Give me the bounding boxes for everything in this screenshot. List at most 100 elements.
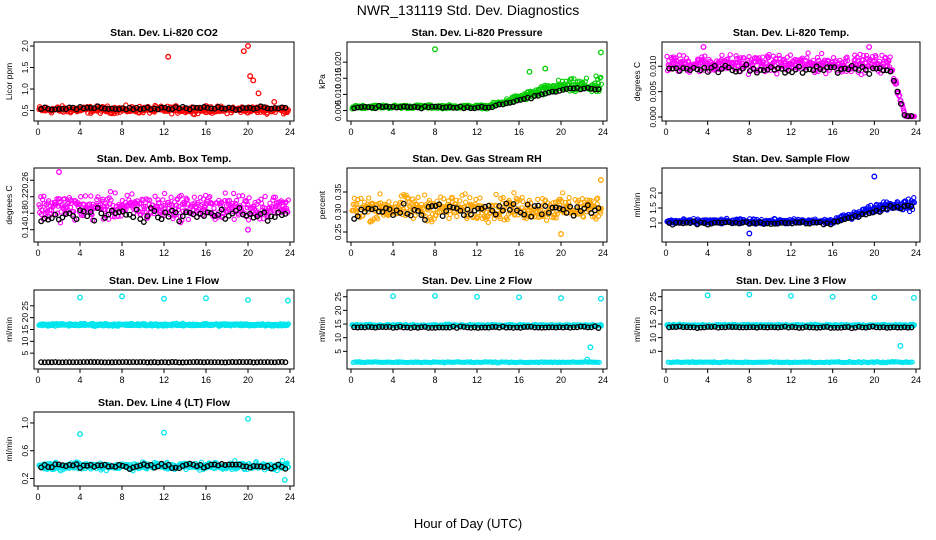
- data-point: [514, 324, 520, 331]
- data-point: [168, 194, 174, 200]
- data-point: [820, 324, 827, 331]
- data-point: [208, 105, 215, 112]
- data-point: [768, 324, 774, 331]
- data-point: [848, 62, 855, 69]
- data-points: [349, 46, 605, 112]
- data-point: [411, 103, 418, 110]
- y-tick-label: 0.005: [648, 81, 658, 103]
- data-point: [880, 324, 887, 331]
- data-point: [845, 324, 852, 330]
- data-point: [91, 359, 98, 366]
- data-point: [247, 359, 253, 365]
- x-tick-label: 24: [598, 127, 608, 137]
- data-point: [147, 359, 154, 366]
- data-point: [211, 205, 217, 211]
- data-point: [169, 359, 176, 365]
- data-point: [280, 199, 286, 205]
- data-point: [549, 204, 556, 211]
- data-point: [598, 81, 605, 87]
- data-point: [123, 359, 130, 366]
- outlier-point: [558, 231, 564, 237]
- data-point: [193, 359, 200, 365]
- data-point: [201, 359, 207, 366]
- x-tick-label: 8: [747, 127, 752, 137]
- data-point: [741, 55, 747, 61]
- panel-title: Stan. Dev. Sample Flow: [732, 153, 850, 165]
- outlier-point: [119, 293, 125, 300]
- data-point: [222, 359, 229, 366]
- data-point: [425, 207, 431, 213]
- data-point: [545, 89, 552, 96]
- data-point: [73, 359, 80, 366]
- outlier-point: [474, 293, 480, 300]
- y-axis-label: percent: [317, 190, 327, 219]
- y-tick-label: 2.0: [20, 40, 30, 52]
- x-tick-label: 12: [159, 127, 169, 137]
- data-point: [778, 65, 785, 72]
- data-point: [239, 211, 246, 218]
- data-point: [467, 195, 473, 201]
- data-point: [482, 203, 489, 210]
- data-point: [262, 193, 268, 200]
- data-point: [883, 67, 890, 74]
- outlier-point: [587, 344, 594, 351]
- data-point: [570, 324, 577, 331]
- data-point: [499, 207, 506, 214]
- data-point: [354, 324, 361, 331]
- data-point: [542, 203, 549, 209]
- data-point: [489, 207, 496, 214]
- y-tick-label: 15: [648, 319, 658, 329]
- data-point: [87, 208, 94, 215]
- x-tick-label: 24: [911, 375, 921, 385]
- data-point: [446, 324, 453, 331]
- data-point: [571, 76, 577, 82]
- data-point: [404, 205, 410, 211]
- data-point: [528, 323, 535, 330]
- data-point: [701, 324, 708, 331]
- data-point: [538, 211, 545, 218]
- x-tick-label: 0: [348, 127, 353, 137]
- data-point: [873, 324, 880, 331]
- data-point: [567, 324, 574, 331]
- data-point: [806, 66, 813, 73]
- data-point: [80, 105, 87, 112]
- data-point: [179, 213, 186, 220]
- data-point: [436, 201, 443, 208]
- data-point: [116, 209, 122, 216]
- data-point: [459, 192, 465, 198]
- data-point: [581, 323, 588, 330]
- data-point: [151, 208, 158, 214]
- y-tick-label: 25: [648, 292, 658, 302]
- data-point: [239, 193, 246, 199]
- data-point: [863, 52, 870, 59]
- data-point: [365, 209, 371, 215]
- data-point: [38, 218, 45, 225]
- outlier-point: [584, 356, 591, 363]
- data-point: [383, 103, 389, 110]
- data-point: [70, 359, 76, 366]
- data-point: [736, 60, 743, 66]
- outlier-point: [526, 68, 533, 75]
- outlier-point: [284, 297, 291, 304]
- data-point: [757, 324, 764, 330]
- data-point: [464, 104, 471, 111]
- data-point: [506, 197, 512, 204]
- data-point: [876, 324, 883, 331]
- y-tick-label: 10: [333, 333, 343, 343]
- outlier-point: [597, 295, 604, 302]
- data-point: [506, 99, 513, 106]
- data-point: [457, 207, 464, 214]
- data-point: [390, 103, 397, 110]
- data-point: [257, 103, 264, 110]
- data-point: [589, 213, 596, 220]
- data-point: [98, 104, 105, 111]
- data-point: [368, 324, 375, 331]
- data-point: [852, 324, 859, 331]
- data-point: [355, 196, 361, 203]
- data-point: [397, 209, 404, 216]
- data-point: [796, 219, 803, 226]
- data-point: [218, 105, 225, 112]
- data-point: [162, 359, 168, 366]
